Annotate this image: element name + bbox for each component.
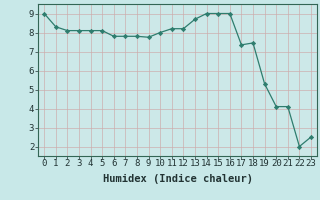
X-axis label: Humidex (Indice chaleur): Humidex (Indice chaleur) xyxy=(103,174,252,184)
